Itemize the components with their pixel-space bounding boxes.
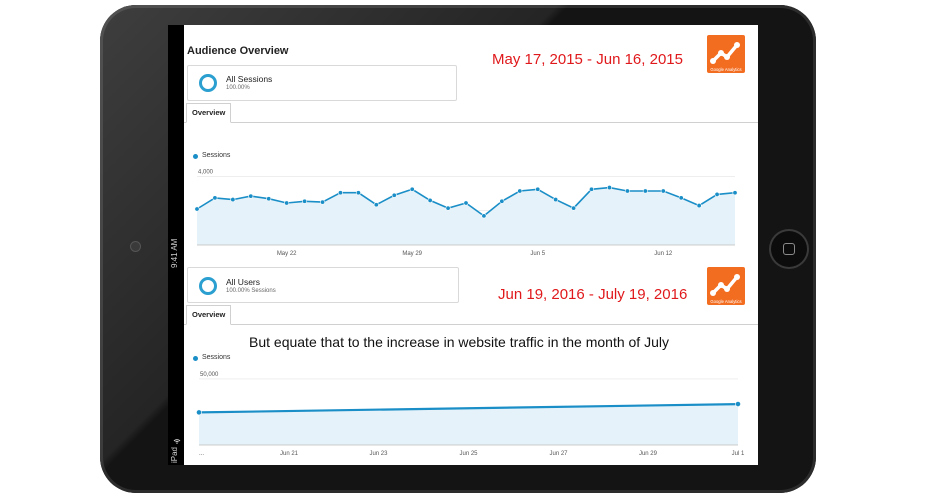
segment-ring-icon — [199, 277, 217, 295]
segment-name: All Sessions — [226, 74, 273, 84]
segment-percentage: 100.00% Sessions — [226, 288, 276, 294]
google-analytics-logo: Google Analytics — [707, 267, 745, 305]
x-tick-label: Jun 12 — [654, 251, 673, 257]
data-point — [445, 205, 451, 211]
front-camera — [131, 242, 140, 251]
data-point — [194, 206, 200, 212]
wifi-icon — [173, 439, 181, 444]
data-point — [660, 188, 666, 194]
bottom-tab-row: Overview — [184, 305, 758, 325]
tab-overview[interactable]: Overview — [186, 103, 232, 123]
top-legend-dot — [193, 154, 198, 159]
segment-percentage: 100.00% — [226, 85, 250, 91]
series-area — [197, 187, 735, 245]
data-point — [355, 190, 361, 196]
bottom-legend-dot — [193, 356, 198, 361]
data-point — [553, 197, 559, 203]
data-point — [535, 186, 541, 192]
home-button-icon — [783, 243, 795, 255]
data-point — [230, 197, 236, 203]
segment-all-sessions[interactable]: All Sessions 100.00% — [187, 65, 457, 101]
data-point — [589, 186, 595, 192]
series-area — [199, 404, 738, 445]
data-point — [320, 199, 326, 205]
status-time: 9:41 AM — [170, 238, 179, 268]
data-point — [302, 198, 308, 204]
bottom-date-range: Jun 19, 2016 - July 19, 2016 — [498, 286, 688, 303]
data-point — [696, 203, 702, 209]
y-tick-label: 50,000 — [200, 372, 219, 378]
series-line — [198, 403, 739, 414]
x-tick-label: Jun 29 — [639, 451, 658, 457]
data-point — [373, 202, 379, 208]
data-point — [714, 191, 720, 197]
data-point — [571, 205, 577, 211]
logo-text: Google Analytics — [710, 299, 742, 304]
google-analytics-logo: Google Analytics — [707, 35, 745, 73]
data-point — [248, 193, 254, 199]
data-point — [642, 188, 648, 194]
x-tick-label: Jun 23 — [369, 451, 388, 457]
data-point — [284, 200, 290, 206]
x-tick-label: Jun 5 — [530, 251, 545, 257]
top-tab-row: Overview — [184, 103, 758, 123]
segment-name: All Users — [226, 277, 261, 287]
analytics-screen: Audience Overview May 17, 2015 - Jun 16,… — [184, 25, 758, 465]
bottom-legend-label: Sessions — [202, 354, 231, 361]
segment-ring-icon — [199, 74, 217, 92]
page-title: Audience Overview — [187, 45, 289, 57]
ios-status-bar: iPad 9:41 AM — [168, 25, 184, 465]
data-point — [606, 185, 612, 191]
analytics-trend-icon — [710, 274, 740, 296]
data-point — [732, 190, 738, 196]
y-tick-label: 4,000 — [198, 169, 214, 175]
device-label: iPad — [170, 446, 179, 463]
x-tick-label: May 22 — [277, 251, 297, 257]
data-point — [337, 190, 343, 196]
top-date-range: May 17, 2015 - Jun 16, 2015 — [492, 51, 683, 68]
x-tick-label: May 29 — [402, 251, 422, 257]
x-tick-label: Jul 1 — [732, 451, 745, 457]
data-point — [266, 196, 272, 202]
data-point — [463, 200, 469, 206]
x-tick-label: Jun 27 — [550, 451, 569, 457]
data-point — [427, 197, 433, 203]
data-point — [212, 195, 218, 201]
comparison-caption: But equate that to the increase in websi… — [249, 334, 669, 350]
data-point — [735, 401, 741, 407]
data-point — [391, 192, 397, 198]
data-point — [678, 195, 684, 201]
data-point — [624, 188, 630, 194]
logo-text: Google Analytics — [710, 67, 742, 72]
home-button[interactable] — [771, 231, 807, 267]
data-point — [196, 409, 202, 416]
top-legend-label: Sessions — [202, 152, 231, 159]
data-point — [499, 198, 505, 204]
data-point — [517, 188, 523, 194]
x-tick-label: Jun 25 — [459, 451, 478, 457]
tab-overview[interactable]: Overview — [186, 305, 232, 325]
segment-all-users[interactable]: All Users 100.00% Sessions — [187, 267, 459, 303]
data-point — [409, 186, 415, 192]
x-tick-label: ... — [199, 451, 204, 457]
x-tick-label: Jun 21 — [280, 451, 299, 457]
analytics-trend-icon — [710, 42, 740, 64]
data-point — [481, 213, 487, 219]
